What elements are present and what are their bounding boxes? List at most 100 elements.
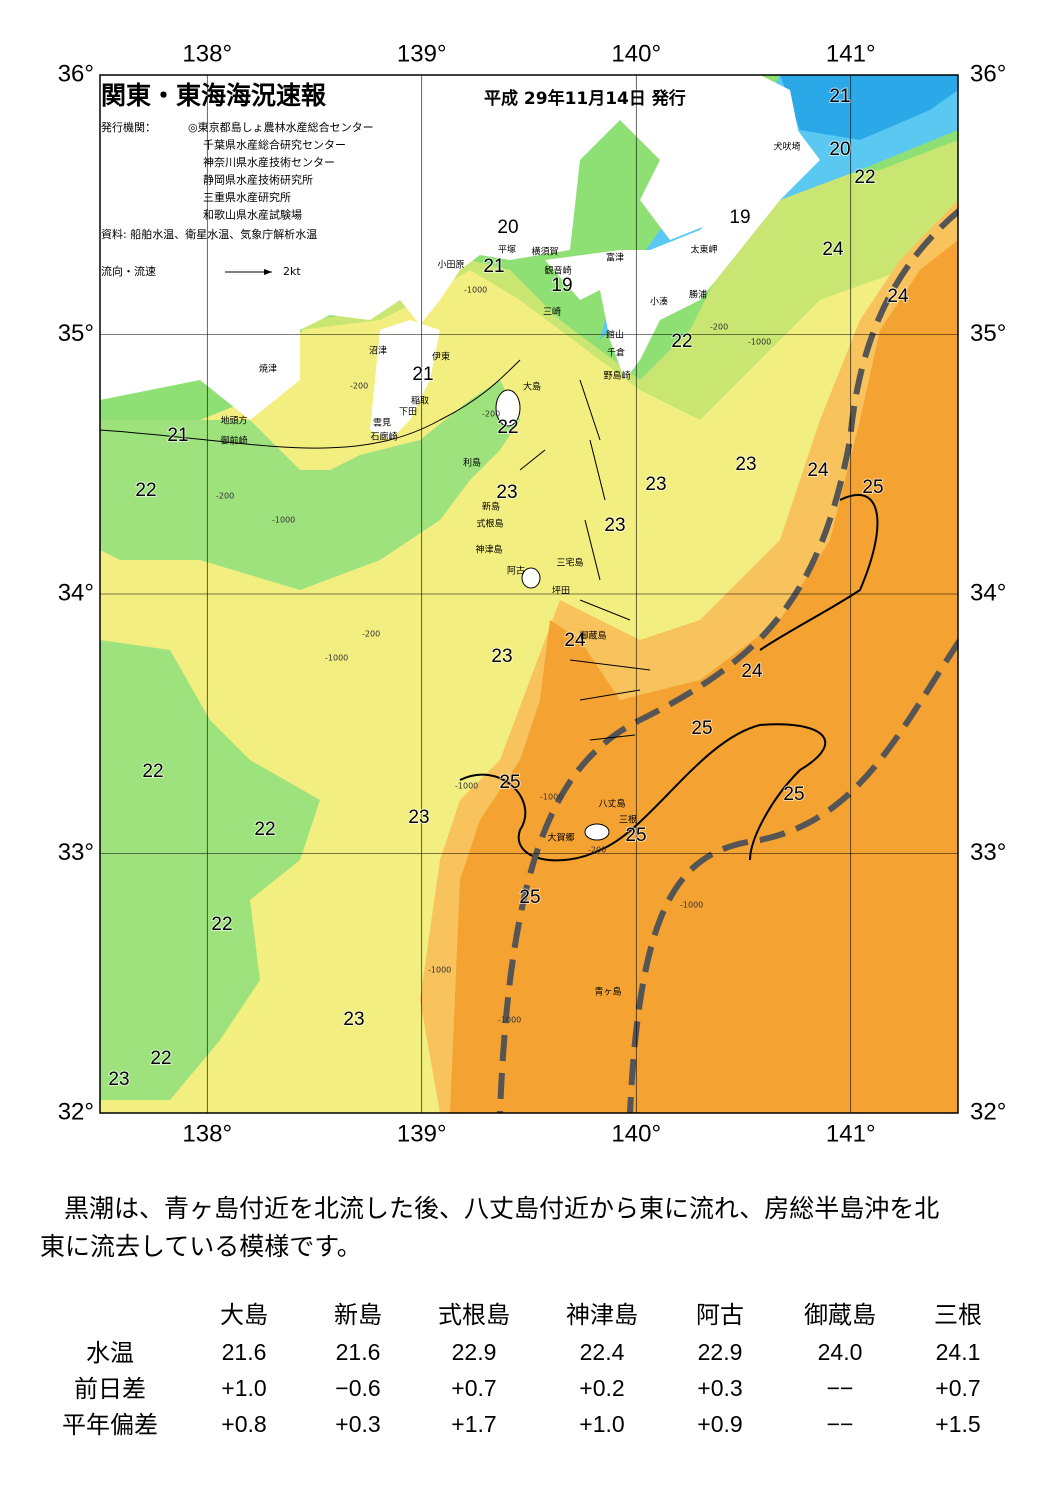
place-name: 石廊崎 (370, 431, 397, 443)
place-name: 新島 (482, 501, 500, 513)
lon-label: 138° (182, 40, 232, 67)
lon-label: 139° (397, 1120, 447, 1147)
depth-label: -1000 (540, 793, 563, 802)
isotherm-label: 23 (496, 482, 517, 503)
place-name: 八丈島 (598, 798, 625, 810)
land-boso (545, 120, 820, 380)
table-cell: 22.9 (452, 1339, 497, 1365)
current-arrow (589, 734, 636, 741)
isotherm-label: 22 (142, 761, 163, 782)
table-cell: 22.4 (580, 1339, 625, 1365)
isotherm-label: 22 (150, 1048, 171, 1069)
land (100, 75, 800, 420)
place-name: 青ヶ島 (594, 986, 621, 998)
place-name: 千倉 (607, 347, 625, 359)
table-cell: −− (827, 1375, 854, 1401)
table-cell: +0.7 (451, 1375, 496, 1401)
place-name: 地頭方 (220, 415, 247, 427)
place-name: 神津島 (475, 544, 502, 556)
isotherm-label: 19 (729, 207, 750, 228)
current-arrow (584, 519, 601, 581)
table-header: 神津島 (566, 1301, 638, 1329)
place-name: 沼津 (369, 346, 387, 357)
current-arrow (579, 689, 641, 701)
place-name: 三宅島 (556, 557, 583, 569)
place-name: 三崎 (543, 306, 561, 318)
island-oshima (495, 389, 521, 427)
table-cell: +1.5 (935, 1411, 980, 1437)
lat-label: 33° (58, 839, 94, 866)
place-name: 坪田 (552, 586, 570, 597)
sea-green-southwest (100, 640, 320, 1100)
lat-label: 36° (58, 60, 94, 87)
isotherm-label: 23 (343, 1009, 364, 1030)
isotherm-label: 21 (483, 256, 504, 277)
table-cell: 24.0 (818, 1339, 863, 1365)
lon-label: 141° (826, 40, 876, 67)
depth-label: -200 (216, 492, 234, 501)
isotherm-label: 24 (822, 239, 844, 260)
current-arrow (579, 599, 631, 621)
isotherm-label: 25 (691, 718, 712, 739)
kuroshio-axis (627, 638, 958, 1113)
depth-label: -1000 (325, 654, 348, 663)
place-name: 富津 (606, 252, 624, 264)
isotherm-label: 20 (497, 217, 518, 238)
table-cell: +1.7 (451, 1411, 496, 1437)
isotherm-label: 22 (135, 480, 156, 501)
lon-label: 140° (611, 40, 661, 67)
table-cell: +0.9 (697, 1411, 742, 1437)
issuer: 神奈川県水産技術センター (203, 155, 335, 169)
table-cell: 22.9 (698, 1339, 743, 1365)
place-name: 御蔵島 (579, 630, 606, 642)
table-cell: +0.2 (579, 1375, 624, 1401)
depth-label: -200 (710, 323, 728, 332)
depth-label: -1000 (464, 286, 487, 295)
place-name: 伊東 (432, 351, 450, 363)
lat-label: 36° (970, 60, 1006, 87)
sea-deep-blue (780, 75, 958, 140)
isotherm (100, 359, 521, 449)
isotherm-label: 22 (854, 167, 875, 188)
issue-date: 平成 29年11月14日 発行 (484, 88, 686, 109)
isotherm-label: 23 (108, 1069, 129, 1090)
place-name: 三根 (619, 814, 637, 826)
sea-green-west (100, 380, 520, 590)
lat-label: 34° (58, 579, 94, 606)
table-header: 阿古 (696, 1301, 744, 1329)
source: 資料: 船舶水温、衛星水温、気象庁解析水温 (101, 227, 317, 241)
isotherm-label: 22 (211, 914, 232, 935)
lat-label: 35° (58, 320, 94, 347)
kuroshio-axis (497, 207, 958, 1113)
isotherm-label: 21 (829, 86, 850, 107)
table-header: 新島 (334, 1301, 382, 1329)
lon-label: 138° (182, 1120, 232, 1147)
row-label: 平年偏差 (62, 1411, 158, 1439)
sea-blue (600, 75, 958, 340)
isotherm-label: 23 (491, 646, 512, 667)
issuer: 和歌山県水産試験場 (203, 208, 302, 222)
table-cell: +0.3 (697, 1375, 742, 1401)
depth-label: -1000 (272, 516, 295, 525)
isotherm-label: 24 (807, 460, 829, 481)
table-cell: +0.8 (221, 1411, 266, 1437)
table-cell: 21.6 (336, 1339, 381, 1365)
comment-line: 東に流去している模様です。 (40, 1232, 362, 1261)
isotherm-label: 23 (604, 515, 625, 536)
depth-label: -1000 (455, 782, 478, 791)
isotherm-label: 23 (645, 474, 666, 495)
place-name: 横須賀 (531, 246, 558, 258)
table-cell: 21.6 (222, 1339, 267, 1365)
isotherm-label: 25 (625, 825, 646, 846)
place-name: 館山 (606, 329, 624, 341)
isotherm-25 (459, 723, 827, 862)
issuer: 三重県水産研究所 (203, 190, 291, 204)
isotherm-label: 24 (741, 661, 763, 682)
place-name: 焼津 (259, 364, 277, 375)
isotherm-label: 22 (254, 819, 275, 840)
current-arrows (519, 379, 651, 741)
place-name: 式根島 (476, 518, 503, 530)
isotherm-label: 23 (735, 454, 756, 475)
current-arrow (569, 659, 651, 671)
